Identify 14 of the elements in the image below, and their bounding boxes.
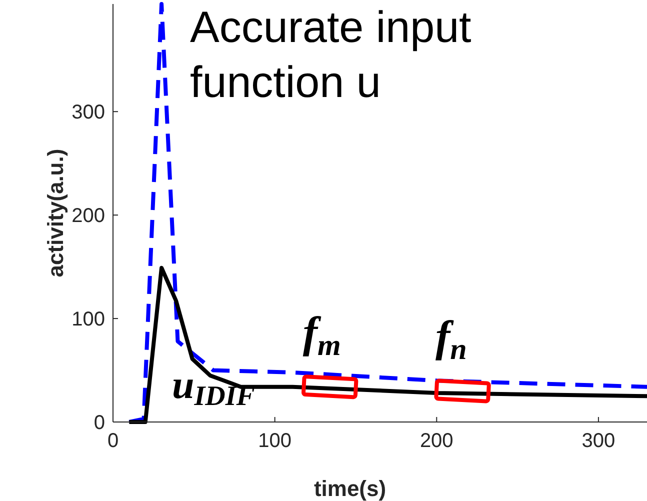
y-tick-label: 100 bbox=[72, 308, 105, 331]
series-label: Accurate input function u bbox=[190, 3, 472, 107]
y-tick-label: 0 bbox=[94, 412, 105, 434]
x-tick-label: 0 bbox=[107, 430, 119, 452]
y-axis-title: activity(a.u.) bbox=[43, 148, 68, 278]
x-tick-label: 100 bbox=[258, 430, 292, 452]
y-tick-label: 300 bbox=[72, 102, 105, 124]
x-tick-label: 300 bbox=[582, 430, 616, 452]
x-axis-title: time(s) bbox=[314, 476, 386, 501]
y-tick-label: 200 bbox=[72, 205, 105, 228]
x-tick-label: 200 bbox=[420, 430, 454, 452]
annotation: f$_{m}$ bbox=[302, 308, 341, 362]
line-series bbox=[127, 266, 647, 424]
annotation: f$_{n}$ bbox=[436, 312, 467, 366]
